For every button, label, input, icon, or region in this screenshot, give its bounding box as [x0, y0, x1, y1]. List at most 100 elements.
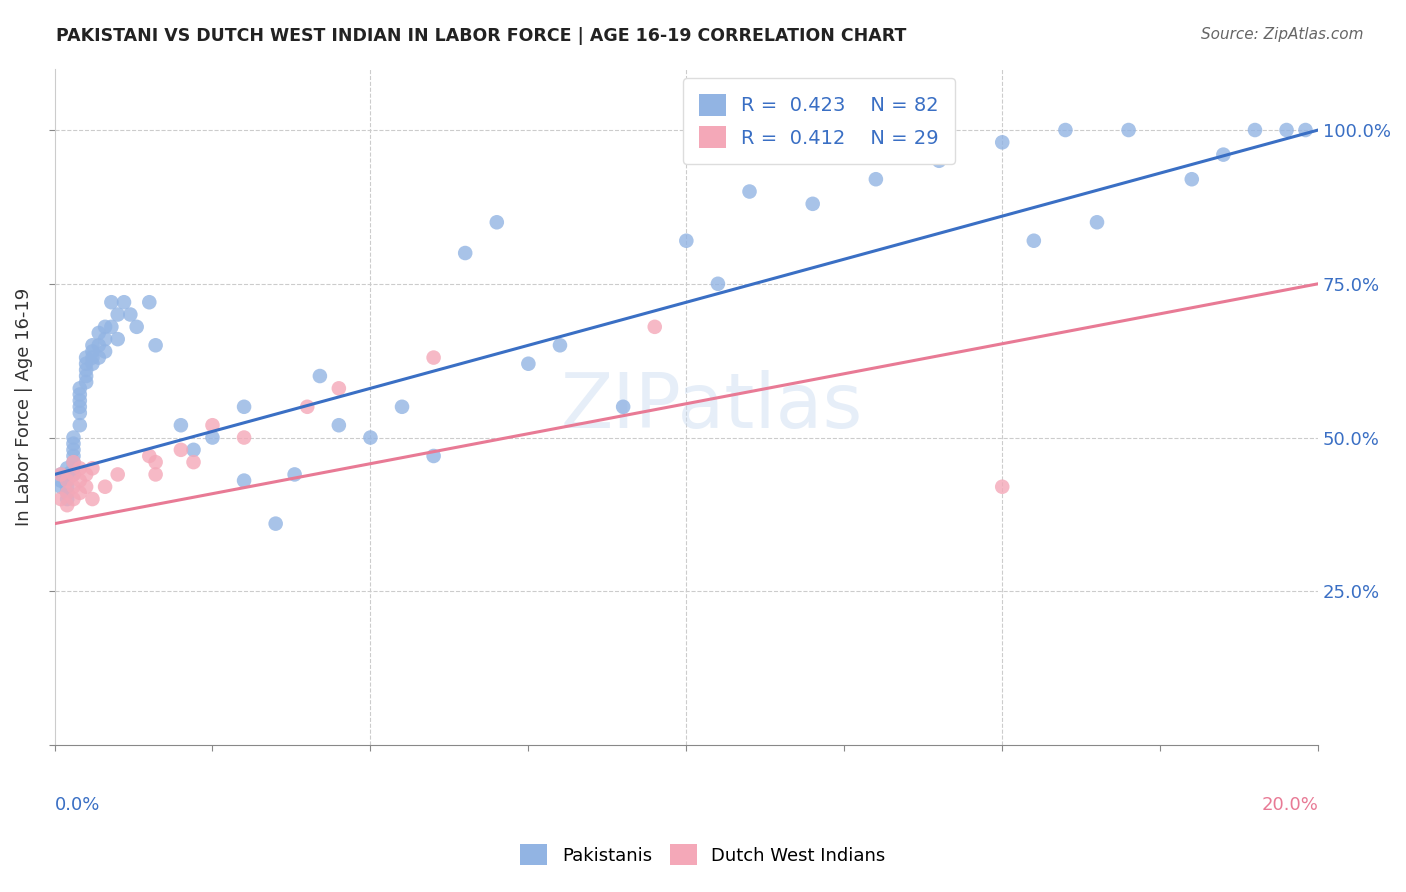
Point: [1181, 172, 1204, 186]
Point: [145, 338, 167, 352]
Point: [125, 319, 148, 334]
Point: [94, 332, 117, 346]
Point: [56, 467, 79, 482]
Point: [69, 418, 91, 433]
Point: [56, 474, 79, 488]
Point: [49, 474, 72, 488]
Point: [82, 491, 104, 506]
Point: [82, 351, 104, 365]
Y-axis label: In Labor Force | Age 16-19: In Labor Force | Age 16-19: [15, 287, 32, 526]
Point: [391, 400, 413, 414]
Point: [675, 234, 697, 248]
Point: [612, 400, 634, 414]
Point: [422, 449, 444, 463]
Point: [56, 480, 79, 494]
Point: [56, 486, 79, 500]
Point: [75, 480, 97, 494]
Point: [82, 461, 104, 475]
Point: [62, 449, 84, 463]
Point: [233, 474, 256, 488]
Point: [75, 351, 97, 365]
Point: [233, 400, 256, 414]
Text: 0.0%: 0.0%: [55, 796, 100, 814]
Point: [69, 381, 91, 395]
Point: [1275, 123, 1298, 137]
Point: [87, 351, 110, 365]
Point: [928, 153, 950, 168]
Point: [1022, 234, 1045, 248]
Text: Source: ZipAtlas.com: Source: ZipAtlas.com: [1201, 27, 1364, 42]
Point: [201, 418, 224, 433]
Point: [309, 369, 332, 384]
Point: [69, 474, 91, 488]
Point: [69, 406, 91, 420]
Point: [1295, 123, 1317, 137]
Text: 20.0%: 20.0%: [1261, 796, 1319, 814]
Point: [62, 461, 84, 475]
Point: [297, 400, 319, 414]
Point: [62, 455, 84, 469]
Point: [62, 467, 84, 482]
Point: [62, 436, 84, 450]
Point: [62, 442, 84, 457]
Point: [264, 516, 287, 531]
Legend: Pakistanis, Dutch West Indians: Pakistanis, Dutch West Indians: [512, 835, 894, 874]
Point: [422, 351, 444, 365]
Point: [517, 357, 540, 371]
Point: [183, 442, 205, 457]
Point: [991, 480, 1014, 494]
Point: [865, 172, 887, 186]
Text: PAKISTANI VS DUTCH WEST INDIAN IN LABOR FORCE | AGE 16-19 CORRELATION CHART: PAKISTANI VS DUTCH WEST INDIAN IN LABOR …: [56, 27, 907, 45]
Point: [738, 185, 761, 199]
Point: [107, 467, 129, 482]
Point: [359, 431, 381, 445]
Legend: R =  0.423    N = 82, R =  0.412    N = 29: R = 0.423 N = 82, R = 0.412 N = 29: [683, 78, 955, 164]
Point: [75, 369, 97, 384]
Point: [1244, 123, 1267, 137]
Point: [49, 467, 72, 482]
Point: [75, 363, 97, 377]
Point: [49, 467, 72, 482]
Point: [62, 491, 84, 506]
Point: [107, 332, 129, 346]
Point: [82, 338, 104, 352]
Point: [170, 418, 193, 433]
Point: [56, 498, 79, 512]
Point: [284, 467, 307, 482]
Point: [454, 246, 477, 260]
Point: [56, 474, 79, 488]
Point: [183, 455, 205, 469]
Point: [94, 319, 117, 334]
Point: [707, 277, 730, 291]
Point: [75, 375, 97, 389]
Point: [62, 455, 84, 469]
Point: [69, 461, 91, 475]
Point: [801, 197, 824, 211]
Point: [69, 400, 91, 414]
Point: [87, 326, 110, 340]
Point: [69, 387, 91, 401]
Point: [1054, 123, 1077, 137]
Point: [62, 431, 84, 445]
Point: [201, 431, 224, 445]
Point: [145, 467, 167, 482]
Point: [138, 295, 160, 310]
Point: [328, 418, 350, 433]
Point: [69, 486, 91, 500]
Point: [1085, 215, 1108, 229]
Point: [62, 467, 84, 482]
Point: [82, 344, 104, 359]
Point: [56, 491, 79, 506]
Point: [75, 357, 97, 371]
Point: [94, 480, 117, 494]
Point: [548, 338, 571, 352]
Point: [644, 319, 666, 334]
Point: [991, 136, 1014, 150]
Point: [100, 295, 122, 310]
Point: [75, 467, 97, 482]
Point: [56, 461, 79, 475]
Point: [87, 338, 110, 352]
Point: [120, 308, 142, 322]
Point: [107, 308, 129, 322]
Point: [138, 449, 160, 463]
